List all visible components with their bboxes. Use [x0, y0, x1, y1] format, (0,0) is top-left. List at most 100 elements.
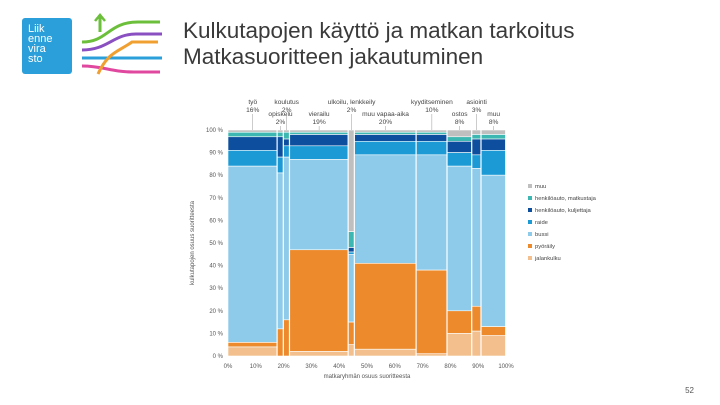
legend-swatch [528, 184, 532, 188]
logo-text-2: enne [28, 33, 53, 45]
y-tick-label: 60 % [209, 218, 223, 224]
bar-segment [480, 174, 506, 327]
category-label: opiskelu [268, 111, 293, 118]
bar-segment [416, 129, 448, 133]
bar-segment [471, 330, 481, 357]
bar-segment [289, 129, 349, 133]
x-tick-label: 40% [333, 364, 346, 370]
bar-segment [471, 134, 481, 140]
bar-segment [416, 140, 448, 156]
bar-segment [283, 138, 290, 147]
bar-segment [348, 129, 355, 232]
legend-label: jalankulku [534, 256, 561, 262]
bar-segment [348, 247, 355, 253]
y-tick-label: 40 % [209, 264, 223, 270]
bar-segment [277, 131, 284, 138]
legend-swatch [528, 208, 532, 212]
x-tick-label: 60% [389, 364, 402, 370]
bar-segment [447, 310, 472, 334]
bar-segment [480, 335, 506, 357]
bar-segment [348, 231, 355, 248]
bar-segment [283, 156, 290, 321]
bar-segment [471, 305, 481, 332]
category-share-label: 3% [472, 107, 482, 114]
category-label: koulutus [274, 99, 299, 106]
bar-segment [447, 140, 472, 153]
bar-segment [447, 129, 472, 138]
bar-segment [416, 353, 448, 357]
legend-swatch [528, 244, 532, 248]
bar-segment [283, 319, 290, 357]
bar-segment [227, 346, 278, 357]
bar-segment [416, 154, 448, 271]
bar-segment [416, 131, 448, 135]
page-number: 52 [685, 386, 694, 395]
bar-segment [354, 154, 417, 264]
bar-segment [480, 326, 506, 336]
bar-segment [354, 134, 417, 142]
category-share-label: 8% [455, 119, 465, 126]
legend-label: pyöräily [535, 244, 555, 250]
title-line-1: Kulkutapojen käyttö ja matkan tarkoitus [183, 18, 575, 43]
category-share-label: 20% [379, 119, 392, 126]
x-tick-label: 80% [444, 364, 457, 370]
category-label: ulkoilu, lenkkeily [328, 99, 376, 106]
bar-segment [289, 131, 349, 135]
bar-segment [471, 168, 481, 307]
category-label: ostos [452, 111, 468, 118]
bar-segment [289, 159, 349, 251]
bar-segment [480, 134, 506, 140]
y-axis-label: kulkutapojen osuus suoritteesta [190, 200, 196, 285]
bar-segment [289, 145, 349, 160]
y-tick-label: 30 % [209, 286, 223, 292]
bar-segment [277, 129, 284, 133]
legend-label: muu [535, 184, 546, 190]
legend-swatch [528, 232, 532, 236]
bar-segment [283, 145, 290, 158]
x-axis-label: matkaryhmän osuus suoritteesta [324, 374, 411, 380]
bar-segment [348, 254, 355, 323]
bar-segment [277, 136, 284, 158]
bar-segment [227, 136, 278, 151]
bar-segment [471, 138, 481, 156]
y-tick-label: 70 % [209, 196, 223, 202]
bar-segment [416, 134, 448, 142]
y-tick-label: 80 % [209, 173, 223, 179]
category-label: työ [248, 99, 257, 106]
bar-segment [283, 131, 290, 140]
category-label: kyyditseminen [411, 99, 453, 106]
x-tick-label: 70% [417, 364, 430, 370]
bar-segment [471, 154, 481, 169]
bar-segment [348, 321, 355, 346]
category-label: vierailu [309, 111, 330, 118]
marimekko-chart: 0 % 10 % 20 % 30 % 40 % 50 % 60 % 70 % 80 % 90 % 1… [190, 99, 597, 380]
y-tick-label: 20 % [209, 309, 223, 315]
bar-segment [354, 140, 417, 156]
y-tick-label: 100 % [206, 128, 224, 134]
bar-segment [348, 344, 355, 357]
bar-segment [277, 172, 284, 330]
category-share-label: 8% [489, 119, 499, 126]
bar-segment [289, 249, 349, 352]
bar-segment [480, 150, 506, 176]
logo-text-1: Liik [28, 23, 45, 35]
bar-segment [447, 136, 472, 142]
bar-segment [227, 131, 278, 138]
decorative-arrows-icon [81, 13, 162, 75]
bar-segment [447, 165, 472, 312]
category-label: muu [487, 111, 500, 118]
logo-text-3: vira [28, 43, 46, 55]
bar-segment [227, 129, 278, 133]
bar-segment [471, 129, 481, 135]
bar-segment [416, 269, 448, 355]
y-tick-label: 50 % [209, 241, 223, 247]
bar-segment [447, 152, 472, 167]
bar-segment [480, 138, 506, 151]
bar-segment [348, 251, 355, 255]
x-tick-label: 50% [361, 364, 374, 370]
bar-segment [289, 134, 349, 147]
category-share-label: 10% [425, 107, 438, 114]
bar-segment [227, 165, 278, 343]
bar-segment [283, 129, 290, 133]
bar-segment [354, 131, 417, 135]
